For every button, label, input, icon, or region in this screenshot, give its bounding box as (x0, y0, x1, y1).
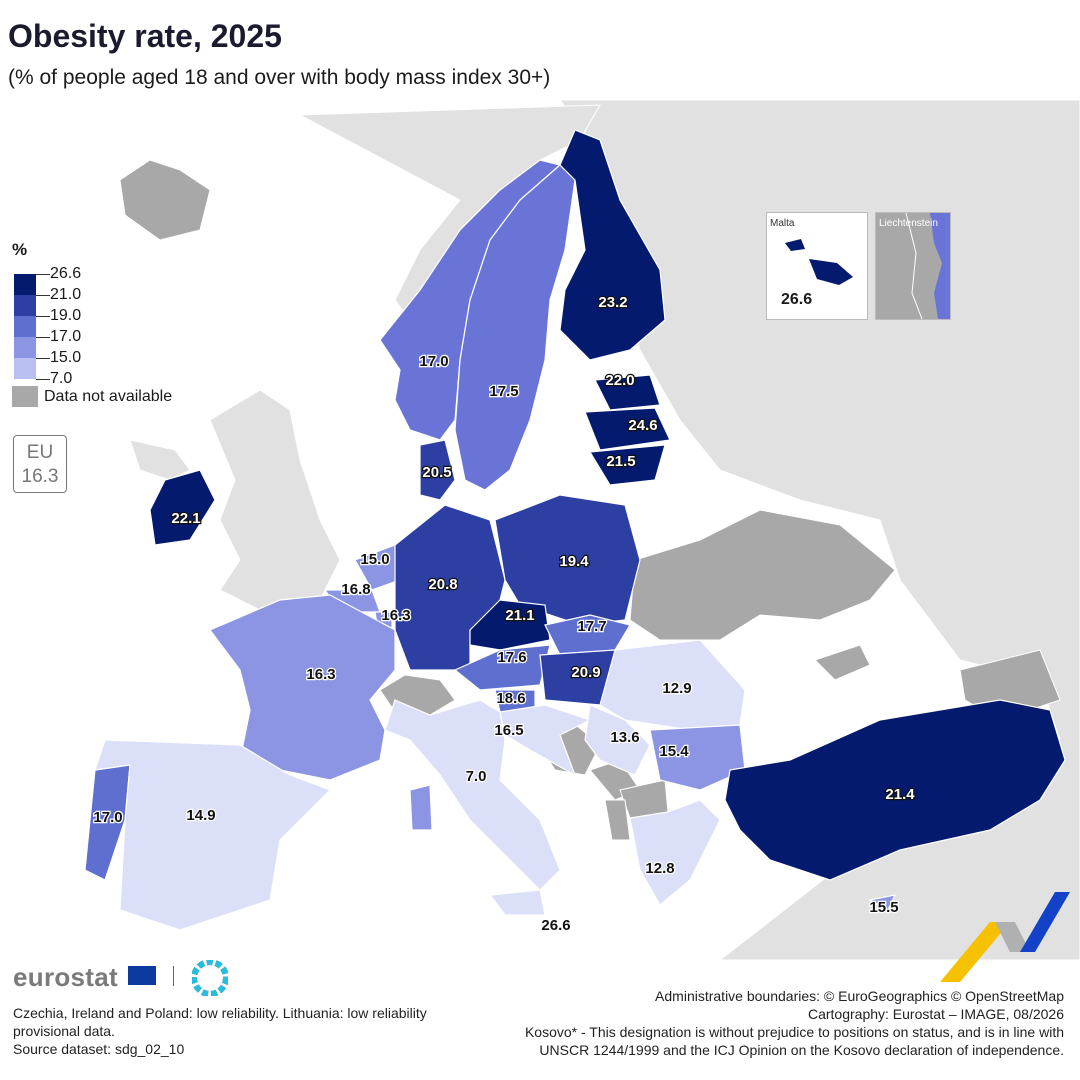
value-label-slovakia: 17.7 (577, 618, 606, 635)
eu-label: EU (26, 442, 54, 463)
value-label-france: 16.3 (306, 666, 335, 683)
map-title: Obesity rate, 2025 (8, 18, 282, 54)
legend-swatch (14, 337, 36, 358)
country-spain (94, 739, 332, 931)
legend-break: 19.0 (50, 307, 82, 324)
country-sardinia (409, 784, 433, 831)
value-labels: 23.2 22.0 24.6 21.5 22.1 17.0 17.5 20.5 15.0 16.8… (92, 293, 916, 936)
value-label-cyprus: 15.5 (869, 899, 898, 916)
source-dataset: Source dataset: sdg_02_10 (13, 1041, 185, 1057)
legend-break: 7.0 (50, 370, 73, 387)
reporting-countries (84, 129, 1066, 931)
eurostat-swoosh-logo (940, 892, 1070, 982)
value-label-slovenia: 18.6 (496, 690, 525, 707)
value-label-romania: 12.9 (662, 680, 691, 697)
value-label-latvia: 24.6 (628, 417, 657, 434)
legend-unit: % (12, 240, 28, 259)
country-lithuania (588, 444, 666, 486)
eurostat-logo: eurostat (13, 962, 118, 992)
country-finland (559, 129, 666, 361)
country-serbia (584, 704, 651, 776)
malta-inset: Malta 26.6 (766, 212, 868, 320)
value-label-poland: 19.4 (559, 553, 589, 570)
legend-swatch (14, 274, 36, 295)
legend-break: 21.0 (50, 286, 82, 303)
value-label-finland: 23.2 (598, 294, 627, 311)
legend-swatch (14, 358, 36, 379)
value-label-bulgaria: 15.4 (659, 743, 689, 760)
country-denmark (419, 439, 456, 501)
liechtenstein-inset: Liechtenstein (875, 212, 951, 320)
country-cyprus (868, 894, 897, 911)
value-label-denmark: 20.5 (422, 464, 451, 481)
legend: % 26.6 21.0 19.0 17.0 15.0 7.0 Data not … (12, 240, 212, 407)
country-greece (629, 799, 721, 906)
value-label-malta: 26.6 (541, 917, 570, 934)
malta-inset-value: 26.6 (781, 291, 813, 308)
value-label-netherlands: 15.0 (360, 551, 389, 568)
value-label-lithuania: 21.5 (606, 453, 635, 470)
value-label-austria: 17.6 (497, 649, 526, 666)
legend-swatch (14, 295, 36, 316)
credit-line: UNSCR 1244/1999 and the ICJ Opinion on t… (539, 1042, 1064, 1058)
country-sweden (454, 164, 576, 491)
value-label-ireland: 22.1 (171, 510, 200, 527)
liechtenstein-shape (905, 213, 950, 319)
value-label-greece: 12.8 (645, 860, 674, 877)
country-ireland (149, 469, 216, 546)
value-label-germany: 20.8 (428, 576, 457, 593)
country-italy (384, 699, 561, 891)
legend-na-label: Data not available (44, 387, 173, 405)
value-label-spain: 14.9 (186, 807, 215, 824)
country-croatia (499, 704, 592, 777)
credit-line: Cartography: Eurostat – IMAGE, 08/2026 (807, 1006, 1064, 1022)
eu-value: 16.3 (21, 466, 59, 487)
eu-flag-icon (128, 966, 156, 985)
value-label-luxembourg: 16.3 (381, 607, 410, 624)
reliability-note: Czechia, Ireland and Poland: low reliabi… (13, 1005, 427, 1039)
value-label-hungary: 20.9 (571, 664, 600, 681)
crimea (814, 644, 871, 681)
value-label-turkiye: 21.4 (885, 786, 915, 803)
country-poland (494, 494, 641, 626)
country-czechia (469, 599, 551, 651)
legend-na-swatch (12, 386, 38, 407)
malta-inset-title: Malta (770, 218, 795, 229)
country-turkiye (724, 699, 1066, 881)
country-estonia (594, 374, 661, 411)
value-label-czechia: 21.1 (505, 607, 534, 624)
legend-scale: 26.6 21.0 19.0 17.0 15.0 7.0 (12, 265, 212, 387)
legend-not-available: Data not available (12, 386, 212, 407)
value-label-norway: 17.0 (419, 353, 448, 370)
northern-ireland (129, 439, 191, 481)
country-bulgaria (649, 724, 746, 791)
credit-line: Administrative boundaries: © EuroGeograp… (655, 988, 1064, 1004)
value-label-belgium: 16.8 (341, 581, 370, 598)
albania (604, 799, 631, 841)
country-latvia (584, 407, 671, 451)
liechtenstein-inset-title: Liechtenstein (879, 218, 938, 229)
country-france (209, 594, 396, 781)
value-label-italy: 7.0 (466, 768, 487, 785)
eu-average-box: EU 16.3 (13, 435, 67, 493)
sdg-wheel-icon (192, 960, 228, 996)
ukraine (629, 509, 896, 641)
legend-break: 26.6 (50, 265, 82, 282)
iceland (119, 159, 211, 241)
country-slovakia (544, 614, 631, 656)
country-sicily (488, 889, 546, 916)
value-label-sweden: 17.5 (489, 383, 518, 400)
value-label-estonia: 22.0 (605, 372, 634, 389)
credit-line: Kosovo* - This designation is without pr… (524, 1024, 1064, 1040)
legend-swatch (14, 316, 36, 337)
value-label-serbia: 13.6 (610, 729, 639, 746)
legend-break: 15.0 (50, 349, 82, 366)
footnotes: Czechia, Ireland and Poland: low reliabi… (13, 1004, 473, 1058)
value-label-croatia: 16.5 (494, 722, 523, 739)
credits: Administrative boundaries: © EuroGeograp… (504, 987, 1064, 1059)
map-subtitle: (% of people aged 18 and over with body … (8, 66, 551, 89)
value-label-portugal: 17.0 (93, 809, 122, 826)
malta-shape (785, 239, 853, 285)
legend-break: 17.0 (50, 328, 82, 345)
